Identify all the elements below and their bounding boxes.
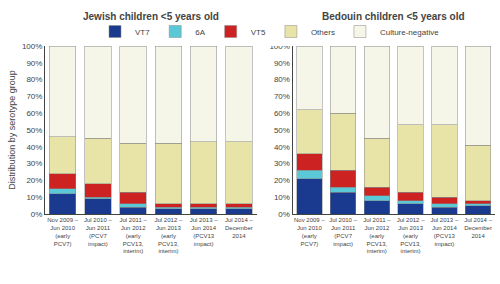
svg-text:90%: 90% xyxy=(26,59,42,68)
svg-text:Distribution by serotype group: Distribution by serotype group xyxy=(7,70,17,190)
svg-text:Others: Others xyxy=(311,28,335,37)
svg-text:60%: 60% xyxy=(274,109,290,118)
svg-text:0%: 0% xyxy=(31,210,43,219)
svg-text:VT7: VT7 xyxy=(135,28,150,37)
svg-text:90%: 90% xyxy=(274,59,290,68)
svg-text:Jul 2013 –Jun 2014(PCV13impact: Jul 2013 –Jun 2014(PCV13impact) xyxy=(190,217,218,246)
svg-text:Jul 2010 –Jun 2011(PCV7impact): Jul 2010 –Jun 2011(PCV7impact) xyxy=(329,217,357,246)
svg-text:70%: 70% xyxy=(274,92,290,101)
svg-text:Jul 2010 –Jun 2011(PCV7impact): Jul 2010 –Jun 2011(PCV7impact) xyxy=(84,217,112,246)
svg-text:40%: 40% xyxy=(26,143,42,152)
svg-text:60%: 60% xyxy=(26,109,42,118)
svg-text:Jul 2012 –Jun 2013(earlyPCV13,: Jul 2012 –Jun 2013(earlyPCV13,interim) xyxy=(397,217,425,254)
svg-text:30%: 30% xyxy=(274,159,290,168)
svg-text:80%: 80% xyxy=(26,75,42,84)
svg-text:VT5: VT5 xyxy=(251,28,266,37)
svg-text:30%: 30% xyxy=(26,159,42,168)
svg-text:Bedouin children <5 years old: Bedouin children <5 years old xyxy=(322,11,465,22)
svg-text:50%: 50% xyxy=(26,126,42,135)
svg-text:Jul 2014 –December2014: Jul 2014 –December2014 xyxy=(225,217,253,239)
svg-text:10%: 10% xyxy=(274,193,290,202)
svg-text:Jul 2012 –Jun 2013(earlyPCV13,: Jul 2012 –Jun 2013(earlyPCV13,interim) xyxy=(155,217,183,254)
svg-text:50%: 50% xyxy=(274,126,290,135)
svg-text:80%: 80% xyxy=(274,75,290,84)
svg-text:Nov 2009 –Jun 2010(earlyPCV7): Nov 2009 –Jun 2010(earlyPCV7) xyxy=(294,217,325,246)
svg-text:0%: 0% xyxy=(278,210,290,219)
svg-text:70%: 70% xyxy=(26,92,42,101)
svg-text:Nov 2009 –Jun 2010(earlyPCV7): Nov 2009 –Jun 2010(earlyPCV7) xyxy=(47,217,78,246)
svg-text:Jewish children <5 years old: Jewish children <5 years old xyxy=(83,11,219,22)
svg-text:Jul 2011 –Jun 2012(earlyPCV13,: Jul 2011 –Jun 2012(earlyPCV13,interim) xyxy=(120,217,148,254)
svg-text:Jul 2011 –Jun 2012(earlyPCV13,: Jul 2011 –Jun 2012(earlyPCV13,interim) xyxy=(363,217,391,254)
svg-text:100%: 100% xyxy=(22,42,42,51)
svg-text:10%: 10% xyxy=(26,193,42,202)
svg-text:40%: 40% xyxy=(274,143,290,152)
svg-text:20%: 20% xyxy=(274,176,290,185)
svg-text:20%: 20% xyxy=(26,176,42,185)
svg-text:Jul 2013 –Jun 2014(PCV13impact: Jul 2013 –Jun 2014(PCV13impact) xyxy=(431,217,459,246)
svg-text:Jul 2014 –December2014: Jul 2014 –December2014 xyxy=(464,217,492,239)
svg-text:6A: 6A xyxy=(195,28,205,37)
svg-text:Culture-negative: Culture-negative xyxy=(380,28,439,37)
svg-text:100%: 100% xyxy=(269,41,290,51)
